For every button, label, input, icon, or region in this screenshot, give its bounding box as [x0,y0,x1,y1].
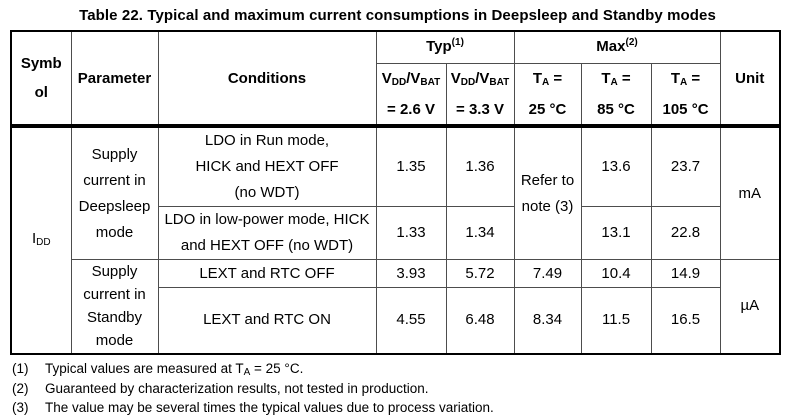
cell-typ33-row3: 6.48 [445,287,515,354]
footnote-number: (3) [12,399,29,415]
col-header-parameter: Parameter [70,30,159,128]
table-row: Supply current in Standby mode LEXT and RTC… [11,259,781,354]
cell-max85-row2: 10.4 [580,259,652,288]
footnote-2: (2) Guaranteed by characterization resul… [12,380,795,399]
col-header-typ-2v6: VDD/VBAT = 2.6 V [375,63,447,128]
cell-conditions-rtc-on: LEXT and RTC ON [157,287,377,354]
table-row: LDO in low-power mode, HICK and HEXT OFF … [11,206,780,260]
footnote-text: Typical values are measured at TA = 25 °… [45,360,304,378]
cell-typ33-row1: 1.34 [445,206,515,260]
cell-max105-row0: 23.7 [650,125,721,207]
cell-typ26-row0: 1.35 [375,125,447,207]
cell-max105-row1: 22.8 [650,206,721,260]
footnote-text: The value may be several times the typic… [45,399,494,415]
cell-max105-row3: 16.5 [650,287,721,354]
current-consumption-table: Symb ol Parameter Conditions Typ(1) Max(2… [10,30,782,355]
cell-conditions-rtc-off: LEXT and RTC OFF [157,259,377,288]
col-header-max-85c: TA = 85 °C [580,63,652,128]
cell-max25-row3: 8.34 [513,287,582,354]
footnote-1: (1) Typical values are measured at TA = … [12,360,795,381]
col-group-max: Max(2) [513,30,721,64]
cell-typ26-row3: 4.55 [375,287,447,354]
cell-max25-row2: 7.49 [513,259,582,288]
col-group-typ: Typ(1) [375,30,515,64]
col-header-max-25c: TA = 25 °C [513,63,582,128]
cell-typ33-row2: 5.72 [445,259,515,288]
cell-typ26-row1: 1.33 [375,206,447,260]
cell-unit-ma: mA [719,125,781,260]
footnote-3: (3) The value may be several times the t… [12,399,795,418]
col-header-conditions: Conditions [157,30,377,128]
footnote-number: (1) [12,360,29,376]
table-row: IDD Supply current in Deepsleep mode LDO in… [10,125,781,354]
cell-max85-row3: 11.5 [580,287,652,354]
col-header-unit: Unit [719,30,781,128]
table-title: Table 22. Typical and maximum current co… [79,7,716,24]
cell-parameter-standby: Supply current in Standby mode [70,259,159,354]
col-header-max-105c: TA = 105 °C [650,63,721,128]
col-header-typ-3v3: VDD/VBAT = 3.3 V [445,63,515,128]
cell-typ33-row0: 1.36 [445,125,515,207]
footnote-number: (2) [12,381,29,396]
footnote-text: Guaranteed by characterization results, … [45,381,429,396]
cell-unit-ua: µA [719,259,781,354]
cell-conditions-low-power: LDO in low-power mode, HICK and HEXT OFF … [157,206,377,260]
footnotes: (1) Typical values are measured at TA = … [12,360,795,418]
cell-max25-refer-note: Refer to note (3) [513,125,582,260]
cell-max105-row2: 14.9 [650,259,721,288]
table-row: LEXT and RTC ON 4.55 6.48 8.34 11.5 16.5 [11,287,780,354]
col-header-symbol: Symb ol [10,30,72,128]
cell-parameter-deepsleep: Supply current in Deepsleep mode [70,125,159,260]
cell-max85-row0: 13.6 [580,125,652,207]
cell-conditions-run-mode: LDO in Run mode, HICK and HEXT OFF (no WDT… [157,125,377,207]
cell-typ26-row2: 3.93 [375,259,447,288]
cell-max85-row1: 13.1 [580,206,652,260]
cell-symbol-idd: IDD [10,125,72,354]
